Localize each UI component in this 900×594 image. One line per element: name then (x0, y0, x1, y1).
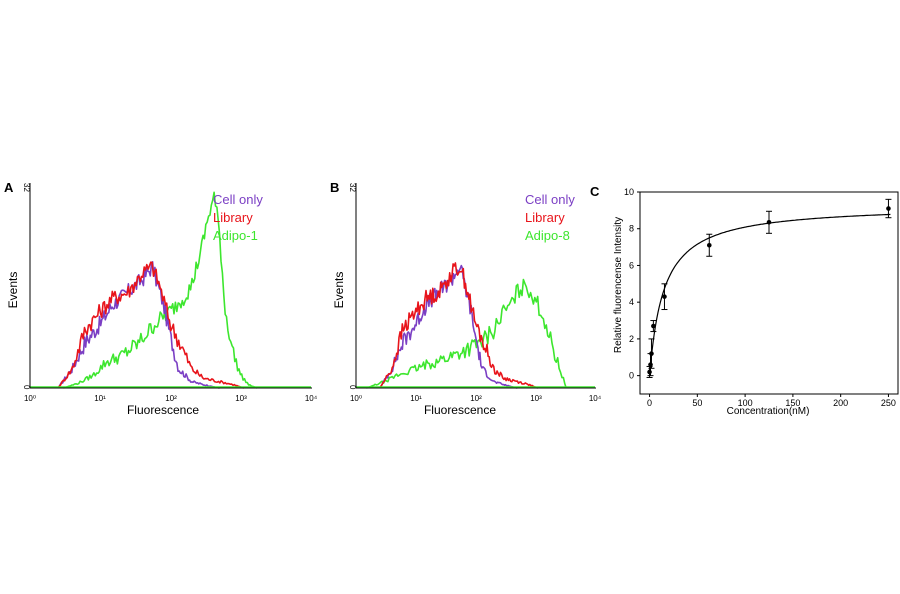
panel-c-y-tick-label: 4 (629, 297, 634, 307)
panel-b-x-tick-0: 10⁰ (350, 394, 362, 403)
panel-b-legend-cell-only: Cell only (525, 192, 575, 207)
panel-c-y-tick-label: 6 (629, 260, 634, 270)
panel-c-data-point (648, 362, 653, 367)
panel-b-series-library (379, 262, 538, 389)
panel-c-data-point (706, 242, 712, 248)
panel-c-x-tick-label: 250 (881, 398, 896, 408)
panel-b-plot-area (356, 262, 595, 389)
panel-c-letter: C (590, 184, 600, 199)
panel-a-x-tick-4: 10⁴ (305, 394, 318, 403)
panel-b-legend: Cell only Library Adipo-8 (525, 192, 575, 243)
panel-a-y-label: Events (6, 272, 20, 309)
panel-b: B 32 0 10⁰ 10¹ 10² 10³ 10⁴ Fluorescence … (330, 180, 602, 417)
panel-c-data-point (651, 323, 656, 329)
panel-c-x-label: Concentration(nM) (727, 406, 810, 417)
panel-a-x-tick-3: 10³ (235, 394, 247, 403)
panel-c-data-point (647, 369, 652, 375)
panel-a-x-tick-0: 10⁰ (24, 394, 36, 403)
panel-c-y-label: Relative fluorencense Intensity (613, 217, 624, 353)
panel-a-y-tick-bottom: 0 (22, 385, 31, 390)
panel-a-x-tick-2: 10² (165, 394, 177, 403)
panel-a-series-cell-only (57, 261, 220, 389)
panel-a-legend-library: Library (213, 210, 253, 225)
panel-b-legend-adipo-8: Adipo-8 (525, 228, 570, 243)
panel-c-data-point (886, 206, 891, 211)
panel-a-plot-area (30, 191, 311, 389)
panel-b-legend-library: Library (525, 210, 565, 225)
panel-c-x-tick-label: 0 (647, 398, 652, 408)
panel-b-x-tick-2: 10² (470, 394, 482, 403)
panel-b-y-tick-bottom: 0 (348, 385, 357, 390)
panel-c: C 0 50 100 150 200 250 0 2 4 6 8 10 Concentration(n… (590, 184, 899, 417)
panel-a-x-tick-1: 10¹ (94, 394, 106, 403)
panel-b-x-tick-4: 10⁴ (589, 394, 602, 403)
panel-c-y-tick-label: 10 (624, 187, 634, 197)
panel-c-x-tick-label: 200 (833, 398, 848, 408)
panel-a-letter: A (4, 180, 14, 195)
panel-c-data-point (662, 294, 667, 299)
panel-c-y-tick-label: 8 (629, 224, 634, 234)
panel-c-frame (639, 191, 899, 395)
panel-c-y-tick-label: 0 (629, 371, 634, 381)
panel-a-series-library (57, 261, 244, 389)
panel-c-data-point (766, 220, 772, 225)
panel-b-y-tick-top: 32 (348, 183, 357, 192)
panel-a-legend-cell-only: Cell only (213, 192, 263, 207)
panel-c-fit-curve (649, 213, 891, 376)
panel-a-legend-adipo-1: Adipo-1 (213, 228, 258, 243)
panel-a-x-label: Fluorescence (127, 403, 199, 417)
panel-a-y-tick-top: 32 (22, 183, 31, 192)
panel-c-ticks: 0 50 100 150 200 250 0 2 4 6 8 10 (624, 187, 896, 408)
panel-b-x-label: Fluorescence (424, 403, 496, 417)
panel-b-letter: B (330, 180, 339, 195)
panel-c-data-point (649, 351, 654, 356)
panel-a-series-adipo-1 (63, 191, 258, 389)
panel-b-x-tick-3: 10³ (530, 394, 542, 403)
panel-c-y-tick-label: 2 (629, 334, 634, 344)
panel-a: A 32 0 10⁰ 10¹ 10² 10³ 10⁴ Fluorescence … (4, 180, 318, 417)
panel-a-legend: Cell only Library Adipo-1 (213, 192, 263, 243)
panel-c-x-tick-label: 150 (785, 398, 800, 408)
panel-b-x-tick-1: 10¹ (410, 394, 422, 403)
panel-b-series-adipo-8 (366, 278, 567, 389)
panel-c-x-tick-label: 100 (738, 398, 753, 408)
panel-c-plot-area (646, 198, 892, 378)
panel-b-y-label: Events (332, 272, 346, 309)
panel-c-x-tick-label: 50 (692, 398, 702, 408)
